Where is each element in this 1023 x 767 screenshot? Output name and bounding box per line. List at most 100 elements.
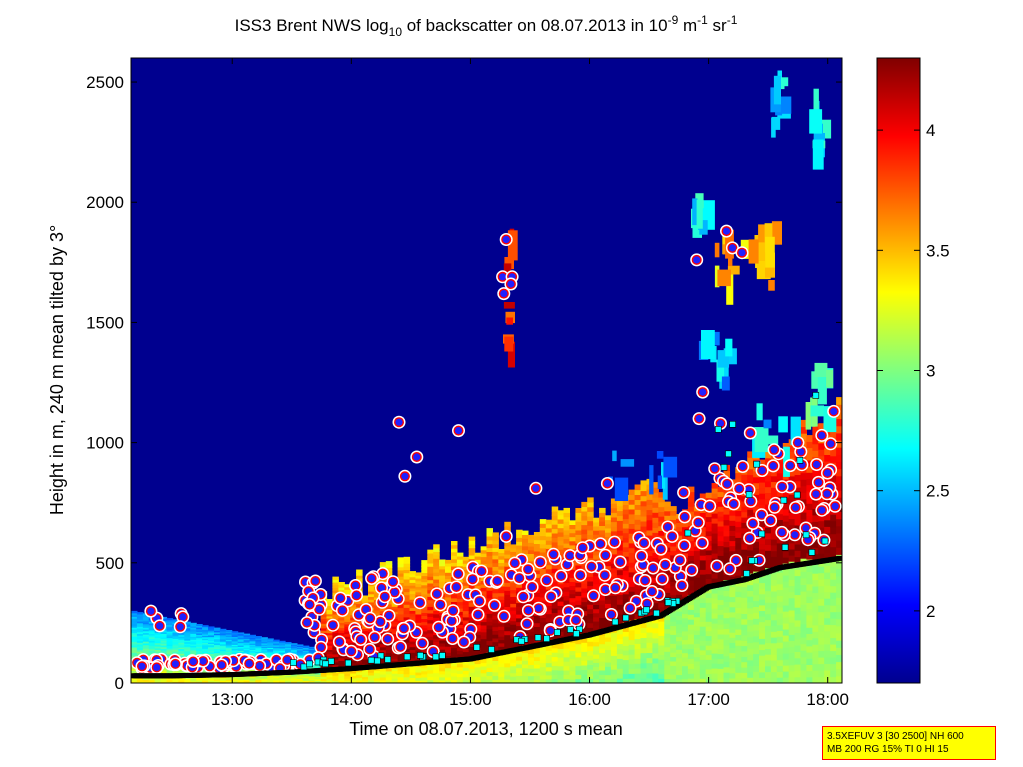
field-cell	[131, 616, 138, 619]
field-cell	[397, 569, 405, 574]
field-cell	[249, 678, 256, 680]
field-cell	[486, 621, 493, 626]
field-cell	[705, 654, 713, 660]
field-cell	[308, 674, 316, 677]
field-cell	[136, 644, 144, 647]
field-cell	[818, 579, 825, 587]
field-cell	[800, 571, 807, 579]
field-cell	[160, 633, 168, 636]
field-cell	[581, 651, 588, 657]
field-cell	[397, 576, 405, 580]
field-cell	[480, 642, 488, 646]
field-cell	[723, 508, 730, 515]
field-cell	[415, 575, 422, 579]
field-cell	[225, 640, 233, 643]
field-cell	[208, 636, 215, 639]
field-cell	[563, 529, 570, 535]
field-cell	[539, 519, 547, 524]
field-cell	[362, 630, 369, 634]
field-cell	[705, 530, 713, 537]
field-cell	[776, 624, 784, 631]
field-cell	[427, 679, 434, 683]
field-cell	[261, 645, 268, 647]
field-cell	[824, 545, 831, 553]
field-cell	[776, 659, 784, 666]
field-cell	[528, 560, 535, 566]
field-cell	[830, 455, 837, 463]
field-cell	[581, 578, 588, 584]
field-cell	[711, 553, 719, 559]
field-cell	[486, 609, 493, 614]
field-cell	[202, 626, 209, 629]
field-cell	[214, 651, 221, 654]
field-cell	[818, 520, 825, 528]
field-cell	[385, 606, 393, 611]
field-cell	[699, 602, 707, 608]
field-cell	[788, 573, 796, 580]
field-cell	[486, 632, 493, 638]
field-cell	[320, 623, 328, 627]
field-cell	[551, 524, 559, 530]
field-cell	[439, 639, 446, 644]
field-cell	[693, 585, 701, 591]
field-cell	[362, 674, 369, 678]
field-cell	[409, 638, 416, 642]
field-cell	[812, 611, 819, 619]
field-cell	[237, 648, 245, 651]
cloud-base-marker	[655, 572, 669, 586]
field-cell	[379, 565, 387, 569]
field-cell	[492, 543, 499, 549]
field-cell	[563, 507, 570, 513]
field-cell	[605, 519, 612, 525]
field-cell	[409, 666, 416, 670]
field-cell	[830, 605, 837, 613]
marker-layer	[131, 224, 842, 679]
field-cell	[255, 648, 262, 651]
field-cell	[267, 646, 274, 648]
plot-area	[130, 57, 843, 684]
field-cell	[504, 654, 511, 660]
field-cell	[836, 568, 842, 577]
field-cell	[451, 675, 458, 681]
field-cell	[231, 639, 239, 641]
field-cell	[806, 664, 813, 672]
field-cell	[640, 495, 647, 502]
field-cell	[747, 636, 754, 644]
field-cell	[670, 581, 677, 587]
field-cell	[741, 586, 748, 593]
field-cell	[747, 468, 754, 476]
field-cell	[794, 581, 802, 589]
field-cell	[166, 650, 174, 653]
field-cell	[219, 680, 227, 683]
field-cell	[551, 634, 559, 640]
field-cell	[332, 576, 339, 580]
field-cell	[291, 650, 298, 652]
field-cell	[622, 537, 630, 543]
field-cell	[403, 613, 411, 618]
field-cell	[593, 670, 600, 676]
field-cell	[687, 540, 695, 547]
field-cell	[747, 596, 754, 603]
field-cell	[687, 555, 695, 561]
field-cell	[699, 597, 707, 603]
field-cell	[533, 539, 541, 544]
field-cell	[219, 649, 227, 652]
field-cell	[628, 639, 636, 645]
cloud-base-marker	[430, 587, 444, 601]
field-cell	[326, 645, 333, 648]
field-cell	[729, 637, 736, 643]
field-cell	[397, 654, 405, 659]
field-cell	[131, 641, 138, 644]
field-cell	[142, 677, 150, 681]
cloud-patch	[805, 402, 812, 430]
field-cell	[445, 679, 452, 683]
field-cell	[557, 523, 565, 529]
field-cell	[409, 649, 416, 653]
cloud-base-marker	[766, 459, 780, 473]
field-cell	[214, 631, 221, 634]
field-cell	[190, 645, 197, 648]
field-cell	[225, 652, 233, 655]
field-cell	[765, 492, 772, 499]
field-cell	[759, 599, 766, 606]
field-cell	[759, 487, 766, 494]
